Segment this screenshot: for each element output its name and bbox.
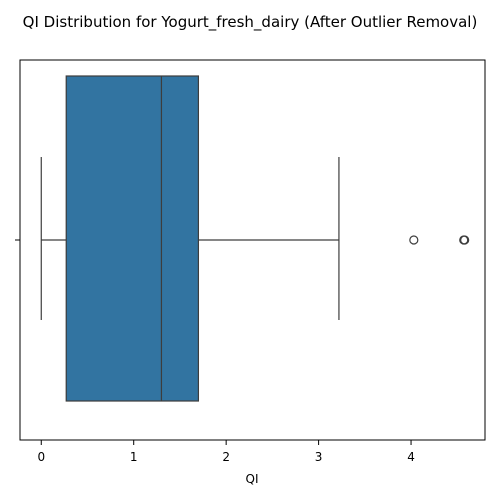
- plot-frame: [19, 59, 486, 441]
- x-tick-label: 4: [407, 450, 415, 464]
- outlier-point: [409, 235, 419, 245]
- x-axis-label: QI: [246, 472, 259, 486]
- x-axis: 0 1 2 3 4: [37, 440, 415, 464]
- x-tick-label: 2: [222, 450, 230, 464]
- outlier-point: [460, 235, 470, 245]
- chart-title: QI Distribution for Yogurt_fresh_dairy (…: [23, 13, 478, 32]
- x-tick-label: 3: [315, 450, 323, 464]
- x-tick-label: 1: [130, 450, 138, 464]
- box-iqr: [65, 75, 200, 402]
- boxplot: [40, 75, 470, 402]
- x-tick-label: 0: [37, 450, 45, 464]
